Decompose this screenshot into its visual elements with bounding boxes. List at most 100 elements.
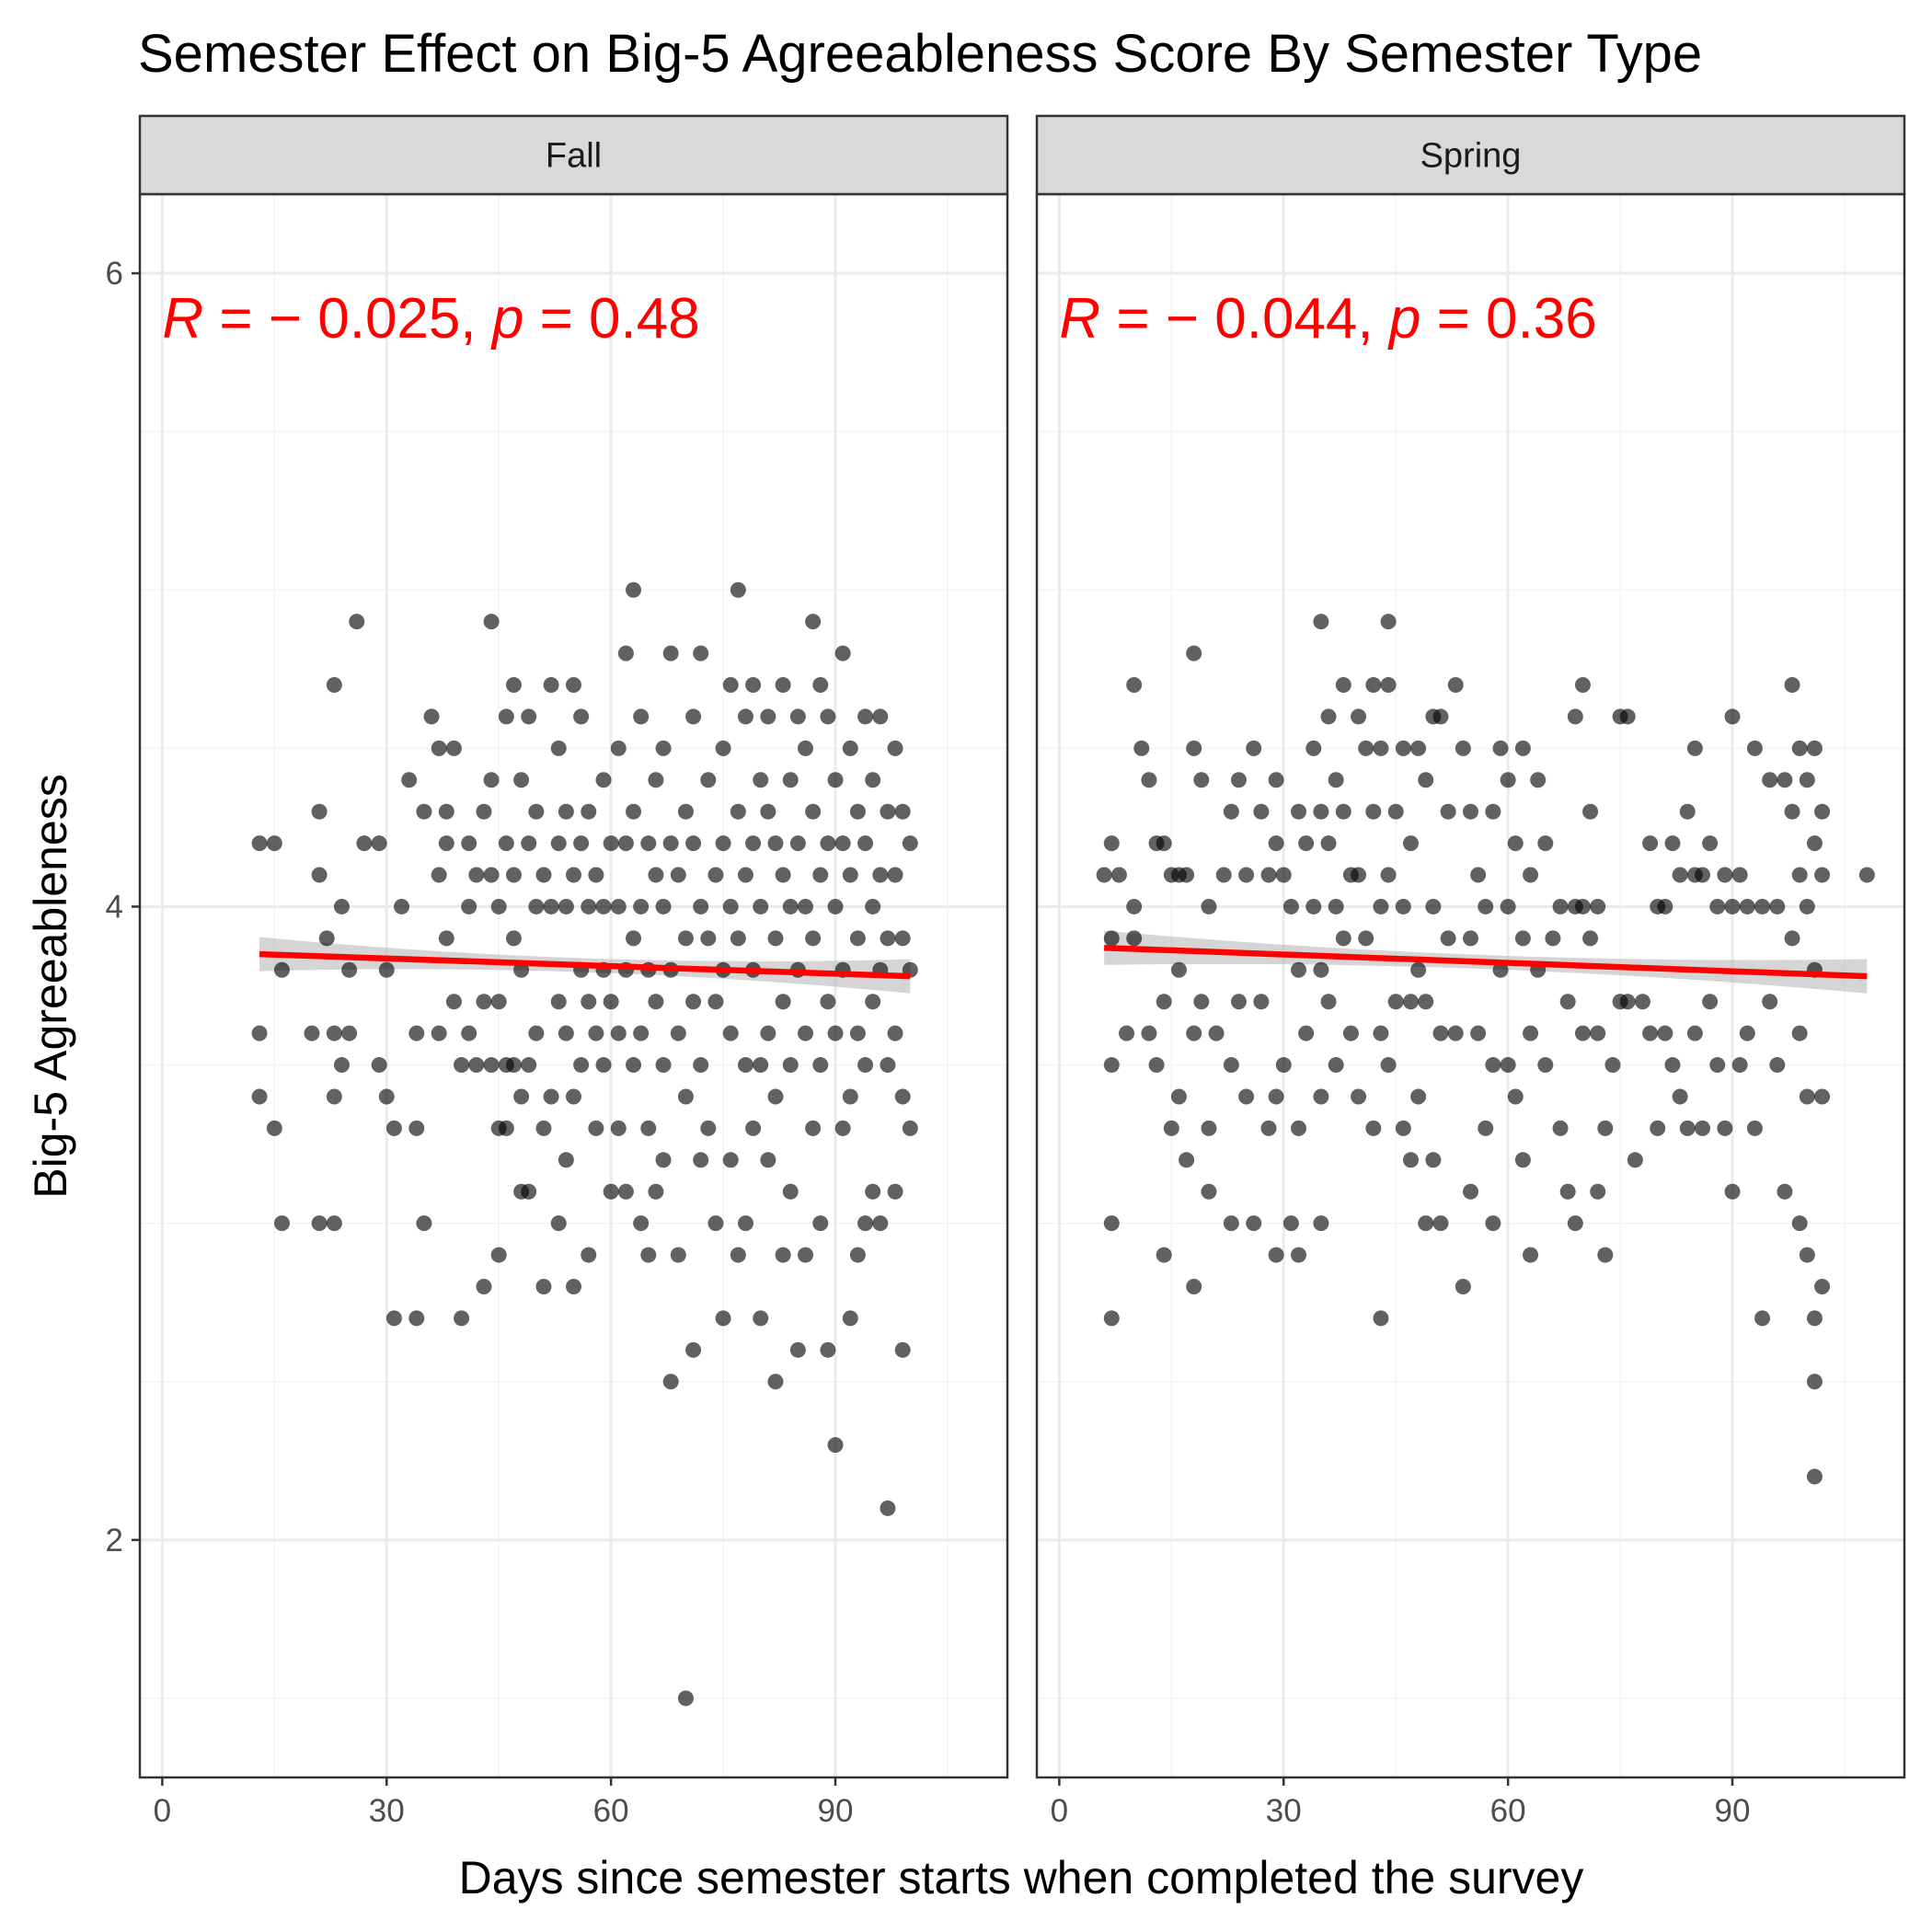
data-point [693, 1057, 709, 1074]
data-point [1686, 740, 1703, 756]
data-point [812, 677, 829, 694]
data-point [1358, 740, 1374, 756]
data-point [1141, 1025, 1157, 1041]
data-point [872, 708, 889, 725]
data-point [326, 1088, 342, 1105]
data-point [483, 1057, 500, 1074]
data-point [1806, 1468, 1823, 1485]
data-point [1335, 930, 1351, 947]
data-point [1163, 1120, 1179, 1136]
data-point [1298, 835, 1315, 852]
data-point [483, 867, 500, 883]
data-point [1395, 1120, 1411, 1136]
data-point [648, 994, 664, 1010]
data-point [1791, 867, 1808, 883]
data-point [521, 1057, 537, 1074]
data-point [610, 898, 627, 914]
data-point [760, 1025, 776, 1041]
data-point [1695, 867, 1711, 883]
data-point [1724, 1183, 1741, 1200]
data-point [775, 1247, 791, 1263]
data-point [1463, 803, 1478, 820]
data-point [1664, 835, 1681, 852]
data-point [1746, 740, 1763, 756]
data-point [581, 994, 597, 1010]
data-point [454, 1057, 470, 1074]
data-point [670, 1025, 686, 1041]
data-point [782, 1183, 799, 1200]
data-point [1395, 898, 1411, 914]
data-point [767, 930, 784, 947]
data-point [1186, 1025, 1202, 1041]
data-point [1574, 898, 1591, 914]
data-point [753, 1310, 769, 1327]
data-point [468, 1057, 485, 1074]
data-point [1179, 867, 1195, 883]
data-point [1351, 867, 1367, 883]
data-point [1103, 1310, 1120, 1327]
data-point [1769, 1057, 1786, 1074]
data-point [902, 835, 918, 852]
data-point [266, 835, 282, 852]
data-point [894, 803, 911, 820]
data-point [715, 740, 731, 756]
data-point [1769, 898, 1786, 914]
data-point [617, 835, 634, 852]
data-point [827, 772, 844, 788]
data-point [782, 898, 799, 914]
data-point [1320, 835, 1337, 852]
data-point [1574, 677, 1591, 694]
data-point [1440, 930, 1456, 947]
data-point [1523, 1025, 1539, 1041]
data-point [1410, 740, 1427, 756]
data-point [670, 867, 686, 883]
data-point [782, 1057, 799, 1074]
data-point [1291, 803, 1307, 820]
data-point [1223, 1057, 1239, 1074]
data-point [1627, 1152, 1643, 1168]
data-point [753, 898, 769, 914]
data-point [445, 740, 462, 756]
data-point [1365, 1120, 1382, 1136]
data-point [543, 677, 559, 694]
facet-label: Fall [546, 137, 602, 176]
data-point [737, 708, 753, 725]
data-point [505, 930, 522, 947]
data-point [812, 1057, 829, 1074]
data-point [1604, 1057, 1621, 1074]
data-point [483, 614, 500, 630]
data-point [1485, 803, 1501, 820]
data-point [1514, 740, 1531, 756]
data-point [1380, 677, 1397, 694]
data-point [1305, 898, 1322, 914]
data-point [677, 930, 694, 947]
data-point [1320, 994, 1337, 1010]
data-point [1567, 1215, 1583, 1232]
data-point [1523, 867, 1539, 883]
data-point [626, 581, 642, 598]
data-point [468, 867, 485, 883]
data-point [1291, 1120, 1307, 1136]
data-point [513, 772, 530, 788]
data-point [715, 1310, 731, 1327]
data-point [760, 708, 776, 725]
data-point [461, 835, 477, 852]
data-point [408, 1120, 425, 1136]
data-point [528, 1025, 545, 1041]
data-point [1567, 708, 1583, 725]
data-point [1679, 803, 1696, 820]
data-point [1777, 1183, 1793, 1200]
data-point [304, 1025, 320, 1041]
data-point [326, 677, 342, 694]
data-point [633, 1215, 650, 1232]
data-point [760, 1152, 776, 1168]
data-point [782, 772, 799, 788]
data-point [1447, 1025, 1464, 1041]
data-point [476, 1278, 492, 1294]
data-point [1395, 740, 1411, 756]
data-point [566, 867, 581, 883]
x-axis-title: Days since semester starts when complete… [459, 1852, 1584, 1903]
data-point [872, 867, 889, 883]
data-point [1746, 1120, 1763, 1136]
data-point [730, 803, 746, 820]
